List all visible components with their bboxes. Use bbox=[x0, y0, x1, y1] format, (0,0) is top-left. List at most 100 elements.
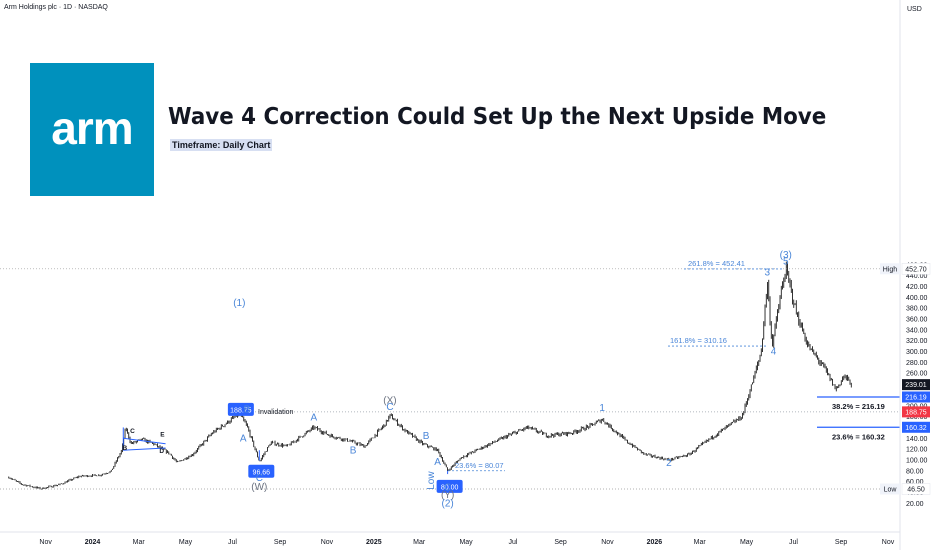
price-tag-bg bbox=[902, 406, 930, 418]
triangle-line bbox=[123, 437, 166, 445]
wave-label: (2) bbox=[441, 499, 453, 510]
fib-label: 23.6% = 160.32 bbox=[832, 432, 885, 441]
price-box bbox=[436, 479, 463, 493]
x-tick-label: Sep bbox=[835, 539, 848, 546]
triangle-line bbox=[123, 447, 166, 451]
price-tag-bg bbox=[902, 391, 930, 403]
y-tick-label: 20.00 bbox=[906, 501, 924, 508]
wave-label: 2 bbox=[666, 458, 672, 469]
price-tag-value: 188.75 bbox=[905, 409, 927, 416]
price-tag-bg bbox=[901, 483, 931, 495]
y-tick-label: 280.00 bbox=[906, 360, 928, 367]
wave-label: (Y) bbox=[441, 490, 454, 501]
y-tick-label: 260.00 bbox=[906, 371, 928, 378]
wave-label: (W) bbox=[251, 482, 267, 493]
price-tag-title: High bbox=[883, 266, 898, 273]
y-tick-label: 300.00 bbox=[906, 349, 928, 356]
price-tag-bg bbox=[901, 263, 931, 275]
wave-label: C bbox=[444, 482, 451, 493]
y-tick-label: 360.00 bbox=[906, 317, 928, 324]
wave-label: A bbox=[311, 412, 318, 423]
x-tick-label: 2026 bbox=[647, 539, 663, 546]
y-tick-label: 420.00 bbox=[906, 284, 928, 291]
y-tick-label: 120.00 bbox=[906, 447, 928, 454]
y-tick-label: 140.00 bbox=[906, 436, 928, 443]
y-tick-label: 380.00 bbox=[906, 306, 928, 313]
annotations: Invalidation 261.8% = 452.41 161.8% = 310.… bbox=[0, 250, 900, 510]
wave-label: C bbox=[256, 473, 263, 484]
x-tick-label: May bbox=[179, 539, 193, 546]
x-tick-label: Sep bbox=[554, 539, 567, 546]
invalidation-label: Invalidation bbox=[258, 409, 294, 416]
x-tick-label: Nov bbox=[882, 539, 895, 546]
y-tick-label: 340.00 bbox=[906, 327, 928, 334]
y-tick-label: 80.00 bbox=[906, 468, 924, 475]
currency-label: USD bbox=[907, 6, 922, 13]
wave-label: (X) bbox=[383, 396, 396, 407]
wave-label: B bbox=[423, 431, 430, 442]
y-tick-label: 60.00 bbox=[906, 479, 924, 486]
wave-label: C bbox=[386, 402, 393, 413]
price-box-label: 96.66 bbox=[253, 469, 271, 476]
y-tick-label: 440.00 bbox=[906, 273, 928, 280]
price-box bbox=[227, 402, 254, 416]
wave-label: 3 bbox=[765, 268, 771, 279]
wave-label: B bbox=[244, 404, 251, 415]
price-tag-title-bg bbox=[880, 263, 900, 275]
triangle-wave-label: D bbox=[159, 448, 164, 455]
price-box-label: 188.75 bbox=[230, 407, 252, 414]
triangle-wave-label: E bbox=[160, 432, 165, 439]
x-tick-label: Mar bbox=[694, 539, 707, 546]
price-tag-value: 452.70 bbox=[905, 266, 927, 273]
x-tick-label: Nov bbox=[321, 539, 334, 546]
wave-label: 4 bbox=[771, 346, 777, 357]
price-tag-title: Low bbox=[884, 486, 898, 493]
wave-label: (3) bbox=[780, 250, 792, 261]
arm-logo: arm bbox=[30, 63, 154, 196]
logo-text: arm bbox=[51, 102, 133, 154]
y-tick-label: 180.00 bbox=[906, 414, 928, 421]
price-tag-value: 216.19 bbox=[905, 394, 927, 401]
price-tag-value: 46.50 bbox=[907, 486, 925, 493]
y-tick-label: 100.00 bbox=[906, 457, 928, 464]
chart-subtitle: Timeframe: Daily Chart bbox=[170, 139, 273, 151]
x-tick-label: Jul bbox=[789, 539, 798, 546]
y-tick-label: 400.00 bbox=[906, 295, 928, 302]
price-tag-title-bg bbox=[880, 483, 900, 495]
price-box bbox=[248, 464, 275, 478]
x-tick-label: Mar bbox=[413, 539, 426, 546]
symbol-header: Arm Holdings plc · 1D · NASDAQ bbox=[4, 4, 108, 11]
x-tick-label: Nov bbox=[601, 539, 614, 546]
price-tag-value: 160.32 bbox=[905, 425, 927, 432]
wave-label: A bbox=[434, 457, 441, 468]
x-tick-label: 2024 bbox=[85, 539, 101, 546]
fib-label: 161.8% = 310.16 bbox=[670, 336, 727, 345]
wave-label: B bbox=[350, 445, 357, 456]
wave-label: 1 bbox=[599, 403, 605, 414]
x-tick-label: Sep bbox=[274, 539, 287, 546]
wave-label: (1) bbox=[233, 298, 245, 309]
x-tick-label: Mar bbox=[133, 539, 146, 546]
price-bars bbox=[8, 261, 852, 490]
fib-label: 23.6% = 80.07 bbox=[455, 461, 504, 470]
price-tag-value: 239.01 bbox=[905, 382, 927, 389]
y-tick-label: 320.00 bbox=[906, 338, 928, 345]
price-tag-bg bbox=[902, 421, 930, 433]
wave-label: 5 bbox=[783, 256, 789, 267]
price-tag-bg bbox=[902, 379, 930, 391]
x-tick-label: Nov bbox=[39, 539, 52, 546]
x-tick-label: Jul bbox=[228, 539, 237, 546]
triangle-wave-label: C bbox=[130, 428, 135, 435]
fib-label: 261.8% = 452.41 bbox=[688, 259, 745, 268]
price-box-label: 80.00 bbox=[441, 484, 459, 491]
x-tick-label: 2025 bbox=[366, 539, 382, 546]
fib-label: 38.2% = 216.19 bbox=[832, 402, 885, 411]
x-tick-label: May bbox=[740, 539, 754, 546]
wave-label: Low bbox=[426, 471, 437, 490]
triangle-wave-label: B bbox=[122, 445, 127, 452]
chart-title: Wave 4 Correction Could Set Up the Next … bbox=[168, 104, 827, 130]
x-tick-label: May bbox=[459, 539, 473, 546]
x-tick-label: Jul bbox=[508, 539, 517, 546]
